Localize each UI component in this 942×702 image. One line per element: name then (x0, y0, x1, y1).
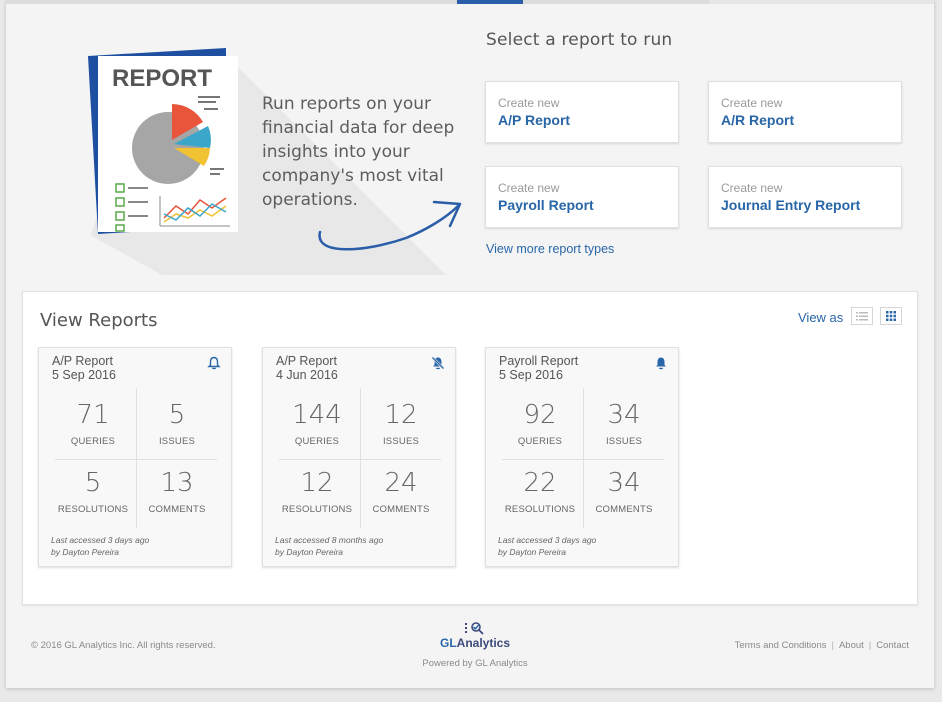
accessed-by-text: by Dayton Pereira (498, 547, 567, 557)
brand-analytics: Analytics (456, 636, 511, 650)
view-more-report-types-link[interactable]: View more report types (486, 242, 615, 256)
report-card-date: 4 Jun 2016 (276, 368, 338, 382)
resolutions-label: RESOLUTIONS (57, 504, 129, 515)
active-tab-indicator[interactable] (457, 0, 523, 4)
report-illustration: REPORT (88, 48, 238, 234)
view-reports-panel: View Reports View as A/P Report 5 Sep 20… (22, 291, 918, 605)
grid-view-button[interactable] (880, 307, 902, 325)
last-accessed-info: Last accessed 3 days ago by Dayton Perei… (498, 534, 596, 558)
create-new-label: Create new (498, 96, 560, 110)
report-type-label: Payroll Report (498, 197, 594, 213)
bell-filled-icon[interactable] (654, 356, 668, 370)
create-ap-report-card[interactable]: Create new A/P Report (485, 81, 679, 143)
list-view-button[interactable] (851, 307, 873, 325)
issues-label: ISSUES (382, 436, 420, 447)
report-card[interactable]: A/P Report 5 Sep 2016 71 QUERIES 5 ISSUE… (38, 347, 232, 567)
contact-link[interactable]: Contact (876, 640, 909, 651)
queries-count: 71 (76, 400, 110, 430)
issues-label: ISSUES (605, 436, 643, 447)
list-icon (856, 312, 868, 321)
issues-label: ISSUES (158, 436, 196, 447)
comments-label: COMMENTS (372, 504, 430, 515)
comments-stat: 34 COMMENTS (583, 468, 665, 515)
analytics-logo-icon (465, 622, 484, 635)
comments-count: 13 (160, 468, 194, 498)
create-new-label: Create new (721, 96, 783, 110)
hero-tagline: Run reports on your financial data for d… (262, 94, 455, 210)
queries-count: 92 (523, 400, 557, 430)
comments-count: 24 (384, 468, 418, 498)
tab-indicator[interactable] (709, 0, 934, 4)
resolutions-count: 12 (300, 468, 334, 498)
report-art-title: REPORT (112, 65, 212, 92)
create-ar-report-card[interactable]: Create new A/R Report (708, 81, 902, 143)
report-card-name: Payroll Report (499, 354, 579, 368)
queries-stat: 92 QUERIES (499, 400, 581, 447)
issues-count: 12 (384, 400, 418, 430)
top-tab-bar (6, 0, 934, 4)
resolutions-label: RESOLUTIONS (281, 504, 353, 515)
issues-stat: 5 ISSUES (136, 400, 218, 447)
grid-icon (886, 311, 896, 321)
app-frame: REPORT Run reports on your financial dat… (6, 0, 934, 688)
issues-count: 34 (607, 400, 641, 430)
brand-name: GLAnalytics (420, 636, 530, 650)
report-type-label: A/P Report (498, 112, 571, 128)
resolutions-stat: 12 RESOLUTIONS (276, 468, 358, 515)
resolutions-label: RESOLUTIONS (504, 504, 576, 515)
brand-gl: GL (439, 636, 457, 650)
copyright-text: © 2016 GL Analytics Inc. All rights rese… (31, 640, 216, 651)
gl-analytics-logo: GLAnalytics Powered by GL Analytics (420, 620, 530, 669)
queries-label: QUERIES (517, 436, 563, 447)
bell-icon[interactable] (207, 356, 221, 370)
comments-count: 34 (607, 468, 641, 498)
select-report-title: Select a report to run (486, 30, 673, 50)
issues-count: 5 (168, 400, 186, 430)
create-new-label: Create new (721, 181, 783, 195)
create-journal-entry-report-card[interactable]: Create new Journal Entry Report (708, 166, 902, 228)
view-as-label: View as (798, 310, 844, 325)
report-card-date: 5 Sep 2016 (52, 368, 116, 382)
resolutions-count: 22 (523, 468, 557, 498)
curved-arrow-icon (318, 200, 462, 251)
comments-label: COMMENTS (148, 504, 206, 515)
last-accessed-info: Last accessed 8 months ago by Dayton Per… (275, 534, 383, 558)
report-card[interactable]: Payroll Report 5 Sep 2016 92 QUERIES 34 … (485, 347, 679, 567)
accessed-by-text: by Dayton Pereira (51, 547, 120, 557)
accessed-by-text: by Dayton Pereira (275, 547, 344, 557)
link-separator: | (868, 640, 872, 651)
comments-stat: 24 COMMENTS (360, 468, 442, 515)
terms-link[interactable]: Terms and Conditions (734, 640, 827, 651)
comments-stat: 13 COMMENTS (136, 468, 218, 515)
last-accessed-text: Last accessed 8 months ago (275, 535, 384, 545)
last-accessed-text: Last accessed 3 days ago (498, 535, 597, 545)
last-accessed-info: Last accessed 3 days ago by Dayton Perei… (51, 534, 149, 558)
report-type-label: A/R Report (721, 112, 795, 128)
queries-stat: 71 QUERIES (52, 400, 134, 447)
queries-label: QUERIES (70, 436, 116, 447)
issues-stat: 34 ISSUES (583, 400, 665, 447)
bell-off-icon[interactable] (431, 356, 445, 370)
about-link[interactable]: About (838, 640, 864, 651)
create-payroll-report-card[interactable]: Create new Payroll Report (485, 166, 679, 228)
report-card-name: A/P Report (52, 354, 113, 368)
comments-label: COMMENTS (595, 504, 653, 515)
resolutions-stat: 5 RESOLUTIONS (52, 468, 134, 515)
resolutions-count: 5 (84, 468, 102, 498)
queries-stat: 144 QUERIES (276, 400, 358, 447)
queries-count: 144 (292, 400, 342, 430)
powered-by-text: Powered by GL Analytics (422, 658, 528, 669)
report-card[interactable]: A/P Report 4 Jun 2016 144 QUERIES 12 ISS… (262, 347, 456, 567)
link-separator: | (831, 640, 834, 651)
resolutions-stat: 22 RESOLUTIONS (499, 468, 581, 515)
report-card-date: 5 Sep 2016 (499, 368, 563, 382)
report-type-label: Journal Entry Report (721, 197, 861, 213)
view-reports-title: View Reports (40, 310, 158, 331)
create-new-label: Create new (498, 181, 560, 195)
issues-stat: 12 ISSUES (360, 400, 442, 447)
last-accessed-text: Last accessed 3 days ago (51, 535, 150, 545)
footer-links: Terms and Conditions | About | Contact (735, 640, 909, 651)
queries-label: QUERIES (294, 436, 340, 447)
report-card-name: A/P Report (276, 354, 337, 368)
